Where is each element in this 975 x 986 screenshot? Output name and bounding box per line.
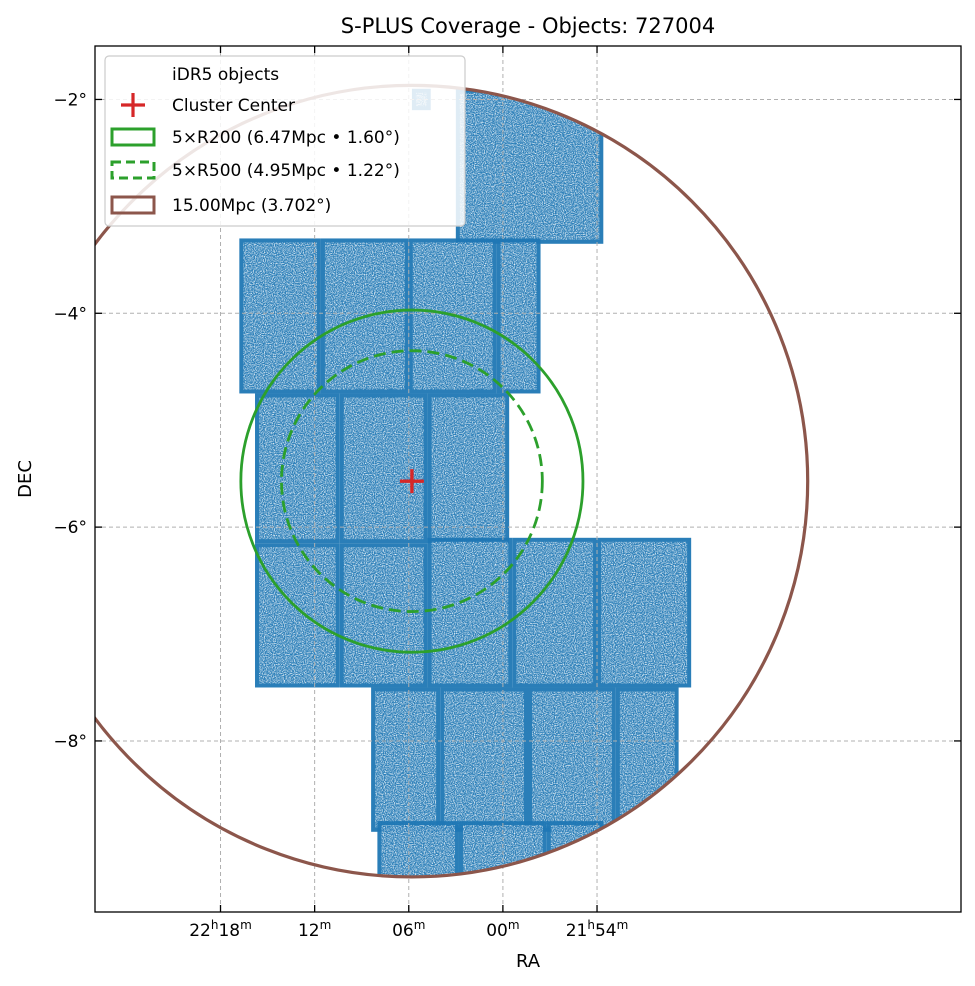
legend-swatch (110, 160, 156, 180)
legend-entry: Cluster Center (121, 93, 295, 117)
y-tick-label: −8° (53, 732, 87, 752)
tile-speckle (343, 547, 424, 684)
tile-speckle (381, 825, 455, 876)
y-tick-label: −6° (53, 518, 87, 538)
tile-speckle (500, 242, 537, 390)
tile-speckle (601, 541, 688, 684)
tile-speckle (444, 691, 524, 828)
legend-entries: iDR5 objects Cluster Center 5×R200 (6.47Mp… (110, 65, 400, 216)
legend-label: 5×R500 (4.95Mpc • 1.22°) (172, 161, 400, 181)
x-tick-label: 21h54m (566, 918, 629, 941)
y-tick-label: −2° (53, 90, 87, 110)
legend-box (104, 55, 466, 227)
legend-label: 5×R200 (6.47Mpc • 1.60°) (172, 128, 400, 148)
legend-label: iDR5 objects (172, 65, 279, 85)
legend-swatch (110, 195, 156, 215)
grid-lines (95, 46, 961, 912)
legend-entry: 5×R200 (6.47Mpc • 1.60°) (110, 127, 400, 148)
x-tick-label: 22h18m (189, 918, 252, 941)
tile-speckle (532, 691, 612, 828)
plot-frame (94, 45, 962, 913)
y-tick-label: −4° (53, 304, 87, 324)
tile-speckle (431, 541, 509, 684)
legend: iDR5 objects Cluster Center 5×R200 (6.47Mp… (104, 55, 466, 227)
tile-speckle (343, 397, 424, 540)
legend-entry: 15.00Mpc (3.702°) (110, 195, 331, 216)
axis-ticks: 22h18m 12m 06m 00m 21h54m −2° −4° −6° −8° (53, 46, 961, 941)
cluster-center-marker (399, 469, 424, 494)
radius-circle (280, 349, 544, 613)
legend-entry: 5×R500 (4.95Mpc • 1.22°) (110, 160, 400, 181)
tile-speckle (259, 547, 336, 684)
tile-speckle (375, 691, 437, 828)
chart-title: S-PLUS Coverage - Objects: 727004 (341, 14, 715, 38)
legend-label: 15.00Mpc (3.702°) (172, 196, 331, 216)
x-tick-label: 06m (392, 918, 425, 941)
tile-speckle (516, 541, 594, 684)
x-tick-label: 12m (298, 918, 331, 941)
legend-entry: iDR5 objects (172, 65, 279, 85)
tile-speckle (431, 397, 506, 540)
legend-label: Cluster Center (172, 96, 295, 116)
x-axis-label: RA (516, 951, 541, 972)
y-axis-label: DEC (15, 460, 36, 498)
legend-swatch (110, 127, 156, 147)
tile-speckle (243, 242, 317, 390)
x-tick-label: 00m (486, 918, 519, 941)
radius-circle (239, 308, 585, 654)
